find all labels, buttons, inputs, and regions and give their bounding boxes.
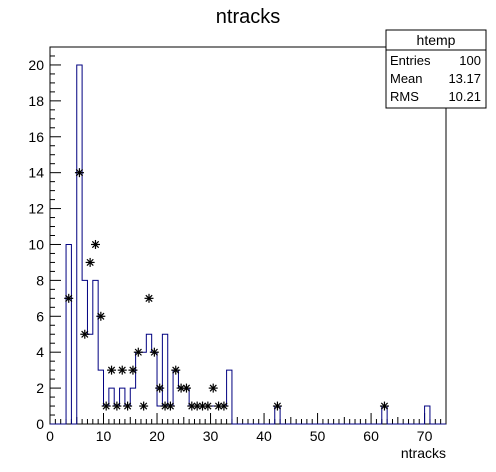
data-point [85, 257, 95, 267]
data-point [90, 239, 100, 249]
data-point [80, 329, 90, 339]
y-tick-label: 20 [28, 57, 44, 73]
data-point [165, 401, 175, 411]
y-tick-label: 8 [36, 272, 44, 288]
data-point [117, 365, 127, 375]
x-tick-label: 60 [363, 428, 379, 444]
stats-box-frame [385, 29, 487, 109]
stats-entries-label: Entries [390, 53, 431, 68]
stats-box-title: htemp [417, 32, 456, 48]
data-point [112, 401, 122, 411]
x-tick-label: 30 [203, 428, 219, 444]
x-tick-label: 50 [310, 428, 326, 444]
y-tick-label: 16 [28, 129, 44, 145]
data-point [155, 383, 165, 393]
y-tick-label: 4 [36, 344, 44, 360]
data-point [171, 365, 181, 375]
x-tick-label: 40 [256, 428, 272, 444]
data-point [149, 347, 159, 357]
x-tick-label: 70 [417, 428, 433, 444]
chart-title: ntracks [216, 6, 280, 28]
data-point [96, 311, 106, 321]
data-point [128, 365, 138, 375]
data-point [123, 401, 133, 411]
data-point [144, 293, 154, 303]
data-point [64, 293, 74, 303]
data-point [139, 401, 149, 411]
stats-entries-value: 100 [459, 53, 481, 68]
stats-rms-label: RMS [390, 89, 419, 104]
y-tick-label: 2 [36, 380, 44, 396]
data-point [219, 401, 229, 411]
x-tick-label: 10 [96, 428, 112, 444]
y-tick-label: 12 [28, 201, 44, 217]
x-tick-label: 0 [46, 428, 54, 444]
y-axis: 0 2 4 6 8 10 12 14 16 18 20 [28, 46, 61, 432]
x-axis: 0 10 20 30 40 50 60 70 [46, 413, 447, 444]
stats-mean-value: 13.17 [448, 71, 481, 86]
stats-mean-label: Mean [390, 71, 423, 86]
y-tick-label: 6 [36, 308, 44, 324]
data-point [107, 365, 117, 375]
data-point [74, 168, 84, 178]
data-point [133, 347, 143, 357]
data-point [208, 383, 218, 393]
y-tick-label: 14 [28, 165, 44, 181]
stats-rms-value: 10.21 [448, 89, 481, 104]
y-tick-label: 0 [36, 416, 44, 432]
x-tick-label: 20 [149, 428, 165, 444]
data-point [379, 401, 389, 411]
data-markers [64, 168, 389, 411]
data-point [181, 383, 191, 393]
data-point [101, 401, 111, 411]
stats-box: htemp Entries 100 Mean 13.17 RMS 10.21 [385, 29, 487, 109]
data-point [203, 401, 213, 411]
y-tick-label: 18 [28, 93, 44, 109]
x-axis-label: ntracks [401, 445, 446, 461]
y-tick-label: 10 [28, 236, 44, 252]
data-point [272, 401, 282, 411]
